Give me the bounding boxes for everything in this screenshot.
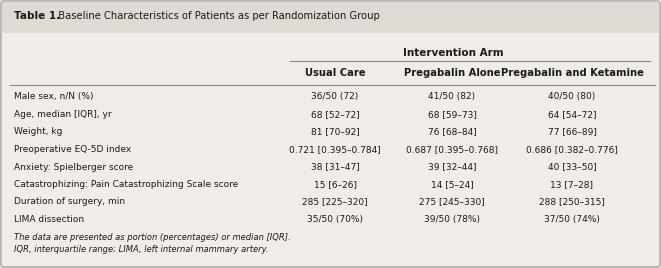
Text: 0.721 [0.395–0.784]: 0.721 [0.395–0.784] xyxy=(289,145,381,154)
Text: 39/50 (78%): 39/50 (78%) xyxy=(424,215,480,224)
Text: 13 [7–28]: 13 [7–28] xyxy=(551,180,594,189)
Text: Male sex, n/N (%): Male sex, n/N (%) xyxy=(14,92,93,102)
Text: 288 [250–315]: 288 [250–315] xyxy=(539,198,605,207)
Text: 64 [54–72]: 64 [54–72] xyxy=(548,110,596,119)
Text: 68 [59–73]: 68 [59–73] xyxy=(428,110,477,119)
Text: Weight, kg: Weight, kg xyxy=(14,128,62,136)
Text: Catastrophizing: Pain Catastrophizing Scale score: Catastrophizing: Pain Catastrophizing Sc… xyxy=(14,180,238,189)
Text: 68 [52–72]: 68 [52–72] xyxy=(311,110,360,119)
Text: 15 [6–26]: 15 [6–26] xyxy=(313,180,356,189)
Text: LIMA dissection: LIMA dissection xyxy=(14,215,84,224)
Text: 285 [225–320]: 285 [225–320] xyxy=(302,198,368,207)
Text: 37/50 (74%): 37/50 (74%) xyxy=(544,215,600,224)
Text: Age, median [IQR], yr: Age, median [IQR], yr xyxy=(14,110,112,119)
Text: 81 [70–92]: 81 [70–92] xyxy=(311,128,360,136)
Text: 14 [5–24]: 14 [5–24] xyxy=(430,180,473,189)
Text: 41/50 (82): 41/50 (82) xyxy=(428,92,475,102)
Text: 275 [245–330]: 275 [245–330] xyxy=(419,198,485,207)
Text: Duration of surgery, min: Duration of surgery, min xyxy=(14,198,125,207)
Text: 40/50 (80): 40/50 (80) xyxy=(549,92,596,102)
Text: The data are presented as portion (percentages) or median [IQR].: The data are presented as portion (perce… xyxy=(14,233,291,243)
Text: Table 1.: Table 1. xyxy=(14,11,60,21)
Text: Anxiety: Spielberger score: Anxiety: Spielberger score xyxy=(14,162,134,172)
Text: 76 [68–84]: 76 [68–84] xyxy=(428,128,477,136)
Text: Usual Care: Usual Care xyxy=(305,68,366,78)
Text: 77 [66–89]: 77 [66–89] xyxy=(547,128,596,136)
Text: Preoperative EQ-5D index: Preoperative EQ-5D index xyxy=(14,145,132,154)
Text: IQR, interquartile range; LIMA, left internal mammary artery.: IQR, interquartile range; LIMA, left int… xyxy=(14,245,268,255)
FancyBboxPatch shape xyxy=(1,1,660,33)
Text: Pregabalin and Ketamine: Pregabalin and Ketamine xyxy=(500,68,643,78)
Text: 35/50 (70%): 35/50 (70%) xyxy=(307,215,363,224)
Text: 38 [31–47]: 38 [31–47] xyxy=(311,162,360,172)
Text: Intervention Arm: Intervention Arm xyxy=(403,48,504,58)
Text: 40 [33–50]: 40 [33–50] xyxy=(547,162,596,172)
Text: 39 [32–44]: 39 [32–44] xyxy=(428,162,476,172)
Text: Pregabalin Alone: Pregabalin Alone xyxy=(404,68,500,78)
Text: Baseline Characteristics of Patients as per Randomization Group: Baseline Characteristics of Patients as … xyxy=(52,11,380,21)
Text: 0.686 [0.382–0.776]: 0.686 [0.382–0.776] xyxy=(526,145,618,154)
Text: 0.687 [0.395–0.768]: 0.687 [0.395–0.768] xyxy=(406,145,498,154)
Text: 36/50 (72): 36/50 (72) xyxy=(311,92,359,102)
